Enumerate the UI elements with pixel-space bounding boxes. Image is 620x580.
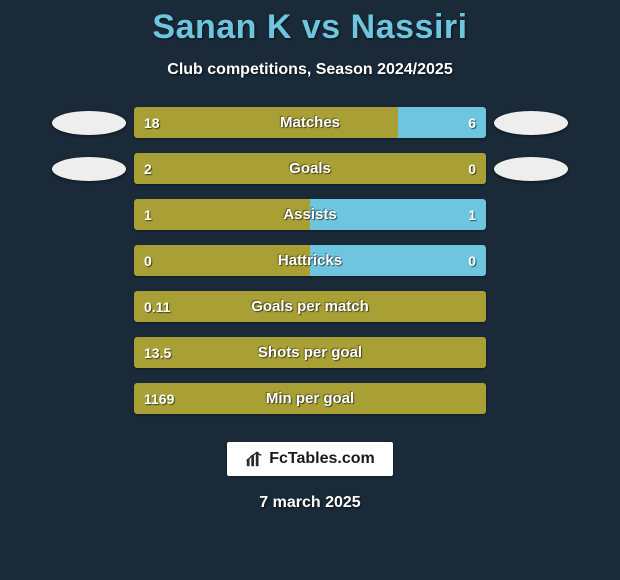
- logo-box: FcTables.com: [227, 442, 393, 476]
- stat-bar: Hattricks0 0: [134, 245, 486, 276]
- stat-bar: Min per goal1169: [134, 383, 486, 414]
- stat-value-left: 0: [144, 245, 152, 276]
- stat-value-right: 6: [468, 107, 476, 138]
- stat-row: Min per goal1169: [0, 383, 620, 414]
- stat-label: Goals: [134, 153, 486, 184]
- player-right-badge: [494, 111, 568, 135]
- stat-bar: Goals2 0: [134, 153, 486, 184]
- stat-bar: Shots per goal13.5: [134, 337, 486, 368]
- date-label: 7 march 2025: [259, 494, 360, 512]
- bar-chart-icon: [245, 450, 263, 468]
- stat-value-right: 0: [468, 245, 476, 276]
- player-left-badge-slot: [44, 111, 134, 135]
- player-right-badge-slot: [486, 157, 576, 181]
- stat-value-left: 13.5: [144, 337, 171, 368]
- player-right-badge-slot: [486, 111, 576, 135]
- stat-bar: Assists1 1: [134, 199, 486, 230]
- stat-value-left: 1: [144, 199, 152, 230]
- stat-value-left: 1169: [144, 383, 174, 414]
- player-left-badge: [52, 111, 126, 135]
- stat-value-left: 2: [144, 153, 152, 184]
- stat-label: Min per goal: [134, 383, 486, 414]
- subtitle: Club competitions, Season 2024/2025: [167, 61, 452, 79]
- stat-row: Assists1 1: [0, 199, 620, 230]
- stat-label: Assists: [134, 199, 486, 230]
- stat-row: Hattricks0 0: [0, 245, 620, 276]
- logo-text: FcTables.com: [269, 450, 375, 468]
- player-right-badge: [494, 157, 568, 181]
- stats-container: Matches186Goals20Assists11Hattricks00Goa…: [0, 107, 620, 414]
- content-root: Sanan K vs Nassiri Club competitions, Se…: [0, 0, 620, 580]
- stat-row: Matches18 6: [0, 107, 620, 138]
- stat-bar: Matches18 6: [134, 107, 486, 138]
- stat-value-right: 0: [468, 153, 476, 184]
- stat-label: Hattricks: [134, 245, 486, 276]
- stat-value-left: 18: [144, 107, 160, 138]
- player-left-badge-slot: [44, 157, 134, 181]
- stat-row: Goals per match0.11: [0, 291, 620, 322]
- stat-label: Shots per goal: [134, 337, 486, 368]
- page-title: Sanan K vs Nassiri: [152, 8, 467, 47]
- stat-bar: Goals per match0.11: [134, 291, 486, 322]
- stat-value-left: 0.11: [144, 291, 170, 322]
- stat-label: Matches: [134, 107, 486, 138]
- stat-row: Shots per goal13.5: [0, 337, 620, 368]
- stat-row: Goals2 0: [0, 153, 620, 184]
- stat-value-right: 1: [468, 199, 476, 230]
- player-left-badge: [52, 157, 126, 181]
- stat-label: Goals per match: [134, 291, 486, 322]
